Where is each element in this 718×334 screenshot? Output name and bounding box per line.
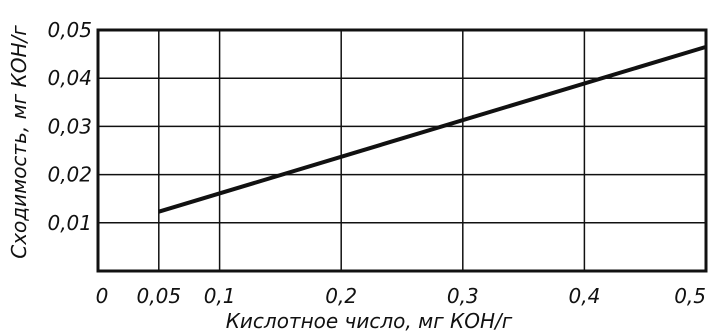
origin-label: 0 — [96, 284, 109, 308]
y-tick-label: 0,02 — [47, 163, 92, 187]
plot-frame — [96, 28, 708, 273]
x-tick-labels: 0,05 0,1 0,2 0,3 0,4 0,5 — [137, 284, 706, 308]
y-tick-label: 0,05 — [47, 18, 92, 42]
x-tick-label: 0,2 — [325, 284, 357, 308]
y-tick-label: 0,04 — [47, 66, 92, 90]
x-tick-label: 0,4 — [568, 284, 600, 308]
y-axis-label: Сходимость, мг КОН/г — [7, 25, 31, 259]
x-tick-label: 0,05 — [137, 284, 182, 308]
grid — [98, 29, 707, 271]
y-tick-label: 0,03 — [47, 114, 92, 138]
x-tick-label: 0,1 — [204, 284, 236, 308]
x-tick-label: 0,3 — [447, 284, 479, 308]
x-tick-label: 0,5 — [674, 284, 706, 308]
y-tick-label: 0,01 — [47, 211, 92, 235]
y-tick-labels: 0,01 0,02 0,03 0,04 0,05 — [47, 18, 92, 235]
x-axis-label: Кислотное число, мг КОН/г — [226, 309, 513, 333]
series-layer — [158, 44, 707, 214]
series-line — [158, 44, 707, 214]
